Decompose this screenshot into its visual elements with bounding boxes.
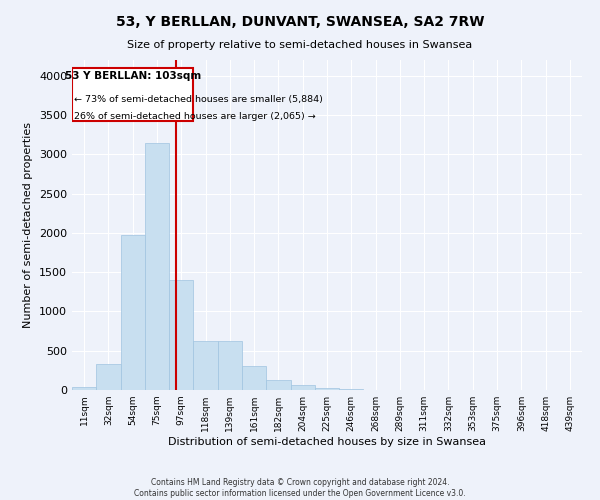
Y-axis label: Number of semi-detached properties: Number of semi-detached properties xyxy=(23,122,34,328)
Bar xyxy=(266,380,290,390)
Text: Size of property relative to semi-detached houses in Swansea: Size of property relative to semi-detach… xyxy=(127,40,473,50)
Bar xyxy=(242,366,266,390)
Text: Contains HM Land Registry data © Crown copyright and database right 2024.
Contai: Contains HM Land Registry data © Crown c… xyxy=(134,478,466,498)
Bar xyxy=(145,142,169,390)
Bar xyxy=(315,388,339,390)
Text: ← 73% of semi-detached houses are smaller (5,884): ← 73% of semi-detached houses are smalle… xyxy=(74,94,323,104)
Bar xyxy=(290,384,315,390)
FancyBboxPatch shape xyxy=(72,68,193,120)
Bar xyxy=(169,280,193,390)
Bar xyxy=(193,340,218,390)
X-axis label: Distribution of semi-detached houses by size in Swansea: Distribution of semi-detached houses by … xyxy=(168,437,486,447)
Bar xyxy=(121,235,145,390)
Text: 53 Y BERLLAN: 103sqm: 53 Y BERLLAN: 103sqm xyxy=(65,71,201,81)
Text: 26% of semi-detached houses are larger (2,065) →: 26% of semi-detached houses are larger (… xyxy=(74,112,316,121)
Bar xyxy=(96,364,121,390)
Bar xyxy=(218,340,242,390)
Text: 53, Y BERLLAN, DUNVANT, SWANSEA, SA2 7RW: 53, Y BERLLAN, DUNVANT, SWANSEA, SA2 7RW xyxy=(116,15,484,29)
Bar xyxy=(339,389,364,390)
Bar xyxy=(72,387,96,390)
